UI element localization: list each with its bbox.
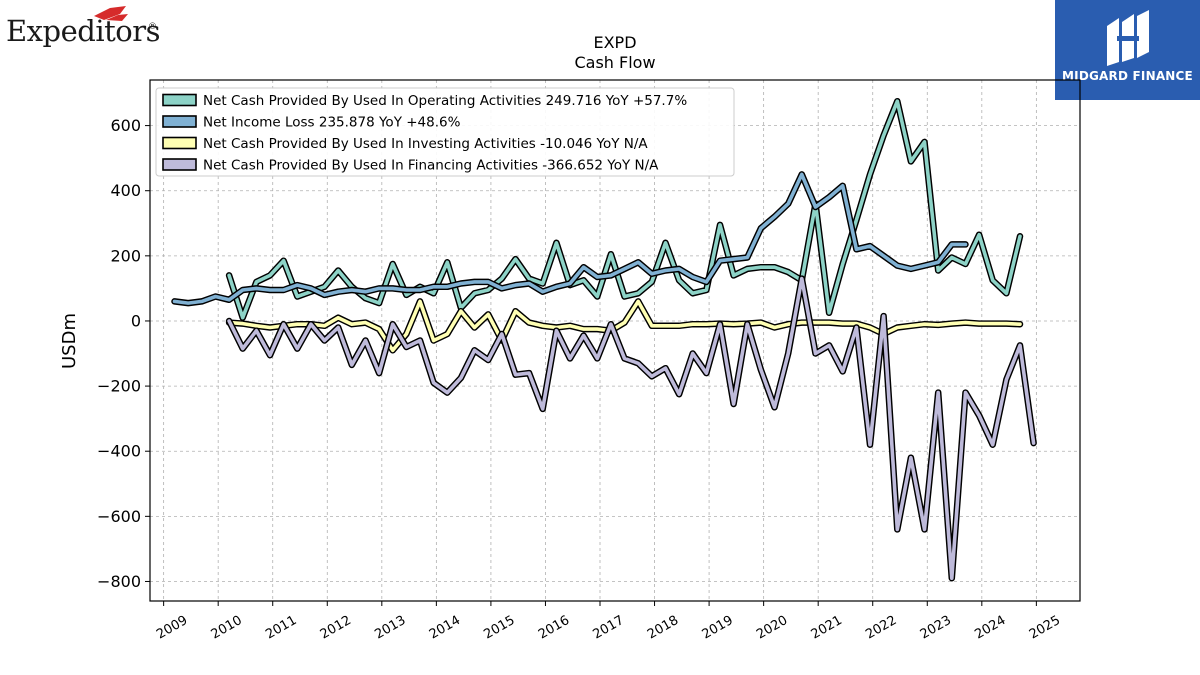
y-tick-label: −800 — [97, 572, 141, 591]
series-layer — [171, 97, 1037, 582]
x-tick-label: 2024 — [972, 613, 1008, 643]
chart-title: EXPD — [593, 33, 636, 52]
x-tick-label: 2011 — [263, 613, 299, 643]
x-tick-label: 2015 — [481, 613, 517, 643]
x-tick-label: 2017 — [591, 613, 627, 643]
x-axis: 2009 2010 2011 2012 2013 2014 2015 2016 2017 2018… — [154, 601, 1063, 642]
x-tick-label: 2023 — [918, 613, 954, 643]
midgard-finance-logo: MIDGARD FINANCE — [1055, 0, 1200, 100]
legend-label-1: Net Income Loss 235.878 YoY +48.6% — [203, 115, 461, 131]
y-tick-label: −400 — [97, 442, 141, 461]
series-line-2 — [227, 299, 1022, 353]
x-tick-label: 2010 — [209, 613, 245, 643]
legend-label-0: Net Cash Provided By Used In Operating A… — [203, 93, 687, 109]
legend-swatch-3 — [162, 158, 197, 171]
legend-box — [155, 87, 735, 177]
x-tick-label: 2009 — [154, 613, 190, 643]
series-line-1 — [172, 172, 968, 305]
y-tick-label: 600 — [110, 116, 141, 135]
y-tick-label: 400 — [110, 181, 141, 200]
x-tick-label: 2012 — [318, 613, 354, 643]
legend-label-3: Net Cash Provided By Used In Financing A… — [203, 158, 659, 174]
midgard-finance-name: MIDGARD FINANCE — [1062, 69, 1193, 83]
chart-subtitle: Cash Flow — [574, 53, 655, 72]
x-tick-label: 2021 — [809, 613, 845, 643]
y-axis-label: USDm — [59, 313, 80, 369]
y-tick-label: 200 — [110, 246, 141, 265]
x-tick-label: 2020 — [754, 613, 790, 643]
x-tick-label: 2018 — [645, 613, 681, 643]
legend-label-2: Net Cash Provided By Used In Investing A… — [203, 136, 648, 152]
x-tick-label: 2013 — [372, 613, 408, 643]
x-tick-label: 2014 — [427, 613, 463, 643]
legend-swatch-1 — [162, 115, 197, 128]
y-tick-label: −600 — [97, 507, 141, 526]
y-tick-label: 0 — [131, 311, 141, 330]
x-tick-label: 2022 — [863, 613, 899, 643]
logo-flag-icon — [94, 6, 128, 21]
x-tick-label: 2016 — [536, 613, 572, 643]
legend: Net Cash Provided By Used In Operating A… — [155, 87, 735, 177]
legend-swatch-0 — [162, 93, 197, 107]
y-tick-label: −200 — [97, 377, 141, 396]
expeditors-logo: Expeditors ® — [4, 4, 164, 50]
midgard-monogram-icon — [1107, 10, 1149, 66]
legend-swatch-2 — [162, 136, 197, 150]
x-tick-label: 2019 — [700, 613, 736, 643]
series-line-3 — [227, 276, 1036, 581]
expeditors-wordmark: Expeditors — [6, 14, 160, 48]
x-tick-label: 2025 — [1027, 613, 1063, 643]
plot-frame — [149, 79, 1081, 602]
y-axis: 600 400 200 0 −200 −400 −600 −800 — [97, 116, 150, 591]
registered-mark: ® — [148, 22, 157, 32]
